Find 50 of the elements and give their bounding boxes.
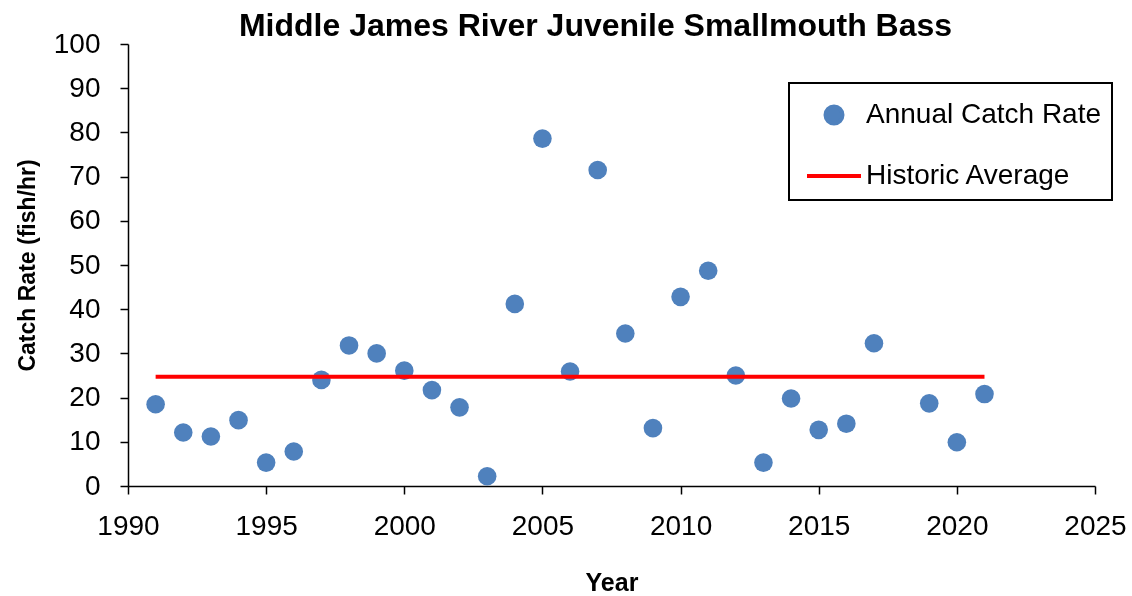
point	[947, 432, 967, 452]
x-axis-title: Year	[585, 567, 639, 596]
point	[201, 427, 221, 446]
y-tick-label: 30	[69, 336, 101, 368]
point	[505, 294, 525, 314]
point	[367, 344, 386, 363]
y-tick-label: 60	[69, 204, 101, 236]
point	[450, 398, 469, 417]
point	[781, 389, 801, 408]
point	[173, 423, 193, 442]
point	[837, 414, 856, 433]
x-tick-label: 2020	[926, 509, 989, 541]
y-tick-label: 50	[69, 248, 101, 280]
chart-title: Middle James River Juvenile Smallmouth Bass	[238, 7, 953, 43]
y-tick-label: 10	[69, 425, 101, 457]
x-tick-label: 2025	[1064, 509, 1127, 541]
point	[975, 384, 994, 404]
y-tick-label: 70	[69, 160, 101, 192]
point	[643, 418, 663, 438]
point	[616, 324, 635, 343]
y-tick-label: 90	[69, 71, 101, 103]
point	[284, 442, 304, 461]
legend-label: Historic Average	[866, 159, 1070, 190]
point	[588, 160, 607, 180]
point	[146, 394, 165, 414]
y-axis-title: Catch Rate (fish/hr)	[13, 159, 40, 372]
point	[809, 420, 829, 440]
point	[533, 129, 552, 148]
point	[339, 336, 359, 355]
point	[422, 380, 442, 400]
x-tick-label: 2010	[649, 509, 713, 541]
point	[919, 394, 939, 413]
legend-label: Annual Catch Rate	[866, 98, 1102, 129]
y-tick-label: 20	[69, 381, 101, 413]
point	[256, 453, 276, 472]
point	[229, 410, 248, 430]
y-tick-label: 40	[69, 292, 101, 324]
point	[754, 453, 773, 472]
point	[698, 261, 718, 281]
x-tick-label: 2015	[788, 509, 851, 541]
point	[671, 287, 690, 307]
x-tick-label: 1990	[97, 509, 160, 541]
x-tick-label: 2000	[373, 509, 436, 541]
y-tick-label: 100	[53, 27, 101, 59]
point	[864, 333, 884, 353]
x-tick-label: 1995	[235, 509, 298, 541]
y-tick-label: 0	[84, 469, 101, 501]
point	[477, 466, 497, 486]
x-tick-label: 2005	[511, 509, 575, 541]
y-tick-label: 80	[69, 115, 101, 147]
